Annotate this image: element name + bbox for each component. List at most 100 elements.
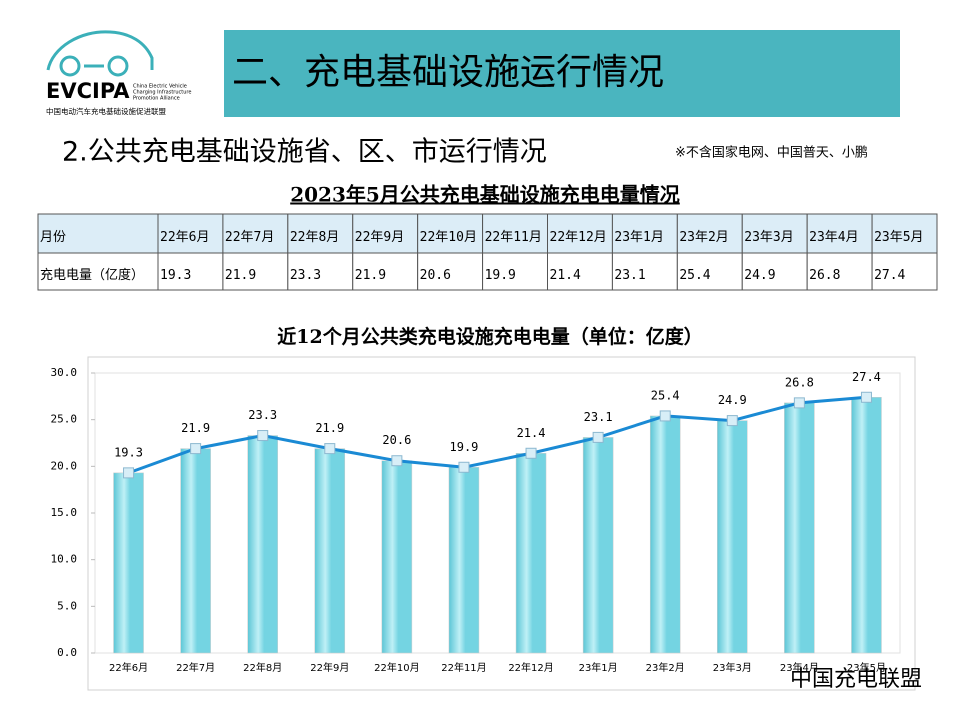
logo-name: EVCIPA <box>46 79 130 103</box>
table: 月份 22年6月 22年7月 22年8月 22年9月 22年10月 22年11月 22年12月… <box>37 213 938 291</box>
table-cell <box>871 252 938 291</box>
table-cell <box>37 252 159 291</box>
table-cell <box>547 213 613 254</box>
table-header: 23年1月 <box>614 230 663 245</box>
x-tick-label: 23年3月 <box>713 661 752 674</box>
data-label: 21.9 <box>315 421 344 435</box>
logo-wheel <box>107 55 129 77</box>
table-value: 23.3 <box>290 268 321 283</box>
table-cell <box>676 252 743 291</box>
table-header: 23年3月 <box>744 230 793 245</box>
y-tick-label: 20.0 <box>51 459 78 472</box>
table-cell <box>806 213 873 254</box>
data-label: 26.8 <box>785 375 814 389</box>
y-tick-label: 25.0 <box>51 413 78 426</box>
marker <box>525 447 537 459</box>
table-value: 25.4 <box>679 268 710 283</box>
table-value: 26.8 <box>809 268 840 283</box>
table-cell <box>287 252 354 291</box>
watermark: 中国充电联盟 <box>790 667 922 692</box>
table-value: 19.9 <box>485 268 516 283</box>
table-cell <box>157 252 224 291</box>
marker <box>659 410 671 422</box>
y-tick-label: 5.0 <box>57 599 77 612</box>
bar <box>582 437 614 654</box>
bar <box>247 435 278 654</box>
table-title: 2023年5月公共充电基础设施充电电量情况 <box>290 183 680 207</box>
table-cell <box>222 213 289 254</box>
x-tick-label: 22年12月 <box>508 661 553 674</box>
table-header: 22年10月 <box>420 230 477 245</box>
table-value: 19.3 <box>160 268 191 283</box>
x-tick-label: 23年1月 <box>579 661 618 674</box>
y-tick-label: 10.0 <box>51 553 78 566</box>
table-cell <box>547 252 613 291</box>
table-value: 20.6 <box>420 268 451 283</box>
table-header: 22年8月 <box>290 230 339 245</box>
x-tick-label: 23年5月 <box>847 661 886 674</box>
bar <box>717 420 748 654</box>
logo-english: Promotion Alliance <box>133 96 180 102</box>
table-cell <box>871 213 938 254</box>
x-tick-label: 22年7月 <box>176 661 215 674</box>
bar <box>314 448 346 654</box>
table-value: 23.1 <box>614 268 645 283</box>
table-cell <box>417 252 484 291</box>
x-tick-label: 22年10月 <box>374 661 419 674</box>
bar <box>180 448 211 654</box>
table-cell <box>37 213 159 254</box>
data-label: 21.4 <box>517 426 546 440</box>
bar <box>784 402 815 654</box>
data-label: 25.4 <box>651 388 680 402</box>
table-cell <box>482 252 549 291</box>
marker <box>592 431 604 443</box>
y-tick-label: 15.0 <box>51 506 78 519</box>
y-tick-label: 0.0 <box>57 646 77 659</box>
table-value: 21.9 <box>225 268 256 283</box>
logo-english: China Electric Vehicle <box>133 84 187 90</box>
table-cell <box>352 252 419 291</box>
marker <box>793 397 805 409</box>
marker <box>123 467 135 479</box>
data-label: 23.1 <box>584 410 613 424</box>
table-header: 23年2月 <box>679 230 728 245</box>
chart-title: 近12个月公共类充电设施充电电量（单位：亿度） <box>277 325 702 348</box>
marker <box>391 455 403 467</box>
table-value: 21.4 <box>550 268 581 283</box>
logo-english: Charging Infrastructure <box>133 90 191 96</box>
table-value: 27.4 <box>874 268 905 283</box>
bar <box>113 472 144 654</box>
data-label: 20.6 <box>382 433 411 447</box>
chart: 0.0 5.0 10.0 15.0 20.0 25.0 30.0 22年6月 22年7月 22年8… <box>51 366 901 674</box>
x-tick-label: 22年6月 <box>109 661 148 674</box>
subtitle: 2.公共充电基础设施省、区、市运行情况 <box>62 137 547 168</box>
table-header: 22年12月 <box>550 230 607 245</box>
marker <box>458 461 470 473</box>
marker <box>860 391 872 403</box>
marker <box>257 430 269 442</box>
note: ※不含国家电网、中国普天、小鹏 <box>675 145 868 161</box>
marker <box>726 415 738 427</box>
logo: EVCIPA China Electric Vehicle Charging I… <box>46 30 191 116</box>
table-header: 22年6月 <box>160 230 209 245</box>
slide-title: 二、充电基础设施运行情况 <box>232 52 664 93</box>
marker <box>190 443 202 455</box>
data-label: 24.9 <box>718 393 747 407</box>
table-header: 月份 <box>40 230 66 245</box>
data-label: 23.3 <box>248 408 277 422</box>
table-value: 21.9 <box>355 268 386 283</box>
table-header: 23年4月 <box>809 230 858 245</box>
data-label: 19.3 <box>114 445 143 459</box>
x-tick-label: 23年2月 <box>646 661 685 674</box>
bar <box>515 453 547 654</box>
bar <box>649 415 681 654</box>
table-cell <box>741 213 808 254</box>
x-tick-label: 23年4月 <box>780 661 819 674</box>
bar <box>448 467 480 654</box>
x-tick-label: 22年9月 <box>310 661 349 674</box>
logo-car <box>46 30 154 71</box>
x-tick-label: 22年11月 <box>441 661 486 674</box>
table-value: 充电电量（亿度） <box>40 267 144 283</box>
